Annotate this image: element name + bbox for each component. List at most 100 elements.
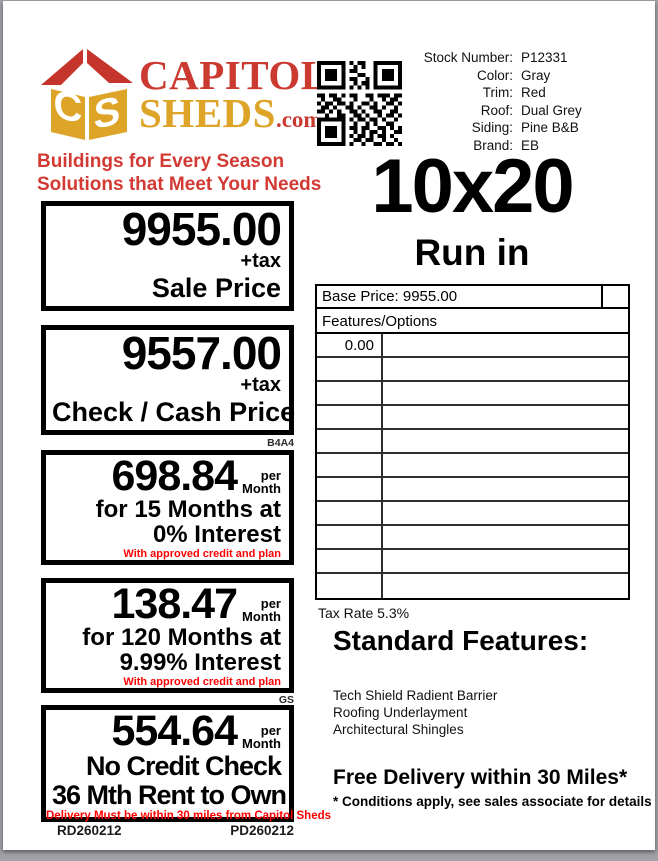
amount-cell	[317, 406, 383, 428]
free-delivery-headline: Free Delivery within 30 Miles*	[333, 766, 628, 789]
description-cell	[383, 430, 628, 452]
table-row	[317, 406, 628, 430]
description-cell	[383, 478, 628, 500]
per-month-label: per Month	[242, 457, 281, 495]
stock-label: Brand:	[473, 137, 513, 153]
stock-label: Trim:	[482, 85, 513, 100]
no-credit-check-label: No Credit Check	[85, 750, 282, 781]
description-cell	[383, 382, 628, 404]
svg-text:S: S	[94, 87, 121, 138]
finance-15mo-box: 698.84 per Month for 15 Months at 0% Int…	[41, 450, 294, 565]
credit-disclaimer: With approved credit and plan	[123, 676, 281, 689]
description-cell	[383, 454, 628, 476]
description-cell	[383, 574, 628, 598]
delivery-disclaimer: Delivery Must be within 30 miles from Ca…	[46, 809, 332, 822]
capitol-sheds-shed-icon: C S	[41, 49, 133, 140]
stock-row: Roof: Dual Grey	[401, 102, 631, 120]
feature-item: Roofing Underlayment	[333, 705, 468, 720]
amount-cell	[317, 574, 383, 598]
month-label: Month	[242, 736, 281, 751]
stock-row: Brand: EB	[401, 137, 631, 155]
finance-120mo-interest: 9.99% Interest	[119, 649, 281, 677]
code-rd260212: RD260212	[57, 823, 122, 838]
amount-cell	[317, 358, 383, 380]
stock-label: Color:	[476, 67, 513, 83]
rent-to-own-codes: RD260212 PD260212	[41, 823, 294, 838]
stock-value: Gray	[521, 67, 551, 83]
svg-text:C: C	[54, 80, 83, 132]
amount-cell	[317, 478, 383, 500]
tax-rate-note: Tax Rate 5.3%	[318, 605, 410, 621]
code-pd260212: PD260212	[230, 823, 294, 838]
description-cell	[383, 334, 628, 356]
model-name: Run in	[414, 232, 530, 273]
finance-120mo-amount: 138.47	[111, 580, 238, 628]
table-row	[317, 550, 628, 574]
amount-cell	[317, 502, 383, 524]
description-cell	[383, 502, 628, 524]
stock-value: Red	[521, 85, 546, 100]
amount-cell	[317, 430, 383, 452]
per-label: per	[260, 723, 281, 738]
credit-disclaimer: With approved credit and plan	[123, 548, 281, 561]
tagline-line2: Solutions that Meet Your Needs	[37, 173, 322, 195]
finance-15mo-amount: 698.84	[111, 452, 238, 500]
rent-to-own-amount: 554.64	[111, 707, 238, 755]
stock-label: Stock Number:	[423, 50, 513, 65]
feature-item: Architectural Shingles	[333, 722, 464, 737]
stock-value: P12331	[521, 50, 568, 65]
features-header-row: Features/Options	[317, 309, 628, 334]
brand-name-capitol: CAPITOL	[139, 52, 329, 98]
table-row	[317, 358, 628, 382]
standard-features-list: Tech Shield Radient Barrier Roofing Unde…	[333, 687, 497, 738]
amount-cell	[317, 550, 383, 572]
brand-name-sheds: SHEDS	[139, 89, 276, 136]
table-row: 0.00	[317, 334, 628, 358]
table-row	[317, 382, 628, 406]
code-gs: GS	[278, 694, 294, 706]
stock-label: Roof:	[480, 102, 513, 118]
rent-to-own-terms: 36 Mth Rent to Own	[52, 779, 287, 810]
month-label: Month	[242, 609, 281, 624]
table-row	[317, 502, 628, 526]
stock-label: Siding:	[471, 120, 513, 135]
feature-item: Tech Shield Radient Barrier	[333, 688, 498, 703]
stock-row: Color: Gray	[401, 67, 631, 85]
finance-120mo-terms: for 120 Months at	[82, 623, 281, 651]
rent-to-own-box: 554.64 per Month No Credit Check 36 Mth …	[41, 705, 332, 822]
amount-cell: 0.00	[317, 334, 383, 356]
amount-cell	[317, 454, 383, 476]
brand-tagline: Buildings for Every Season Solutions tha…	[37, 151, 329, 197]
code-b4a4: B4A4	[267, 437, 294, 449]
finance-15mo-terms: for 15 Months at	[95, 495, 281, 523]
base-price-label: Base Price: 9955.00	[322, 288, 458, 305]
per-label: per	[260, 596, 281, 611]
stock-row: Siding: Pine B&B	[401, 119, 631, 137]
delivery-conditions: * Conditions apply, see sales associate …	[333, 794, 652, 809]
amount-cell	[317, 526, 383, 548]
stock-row: Stock Number: P12331	[401, 49, 631, 67]
per-month-label: per Month	[242, 585, 281, 623]
table-row	[317, 478, 628, 502]
stock-row: Trim: Red	[401, 84, 631, 102]
finance-15mo-interest: 0% Interest	[152, 521, 281, 549]
standard-features-heading: Standard Features:	[333, 625, 589, 656]
sale-price-amount: 9955.00	[121, 203, 282, 255]
per-label: per	[260, 468, 281, 483]
table-row	[317, 454, 628, 478]
description-cell	[383, 526, 628, 548]
finance-120mo-box: 138.47 per Month for 120 Months at 9.99%…	[41, 578, 294, 693]
description-cell	[383, 550, 628, 572]
stock-value: Dual Grey	[521, 102, 582, 118]
logo-block: C S CAPITOL SHEDS .com Buildings for Eve…	[37, 39, 329, 197]
stock-info: Stock Number: P12331 Color: Gray Trim: Red …	[401, 49, 631, 154]
check-cash-label: Check / Cash Price	[52, 397, 296, 428]
tagline-line1: Buildings for Every Season	[37, 151, 285, 172]
check-cash-amount: 9557.00	[121, 327, 282, 379]
month-label: Month	[242, 481, 281, 496]
table-row	[317, 430, 628, 454]
pricing-table: Base Price: 9955.00 Features/Options 0.0…	[315, 284, 630, 600]
per-month-label: per Month	[242, 712, 281, 750]
stock-value: EB	[521, 137, 540, 153]
sale-price-label: Sale Price	[151, 273, 281, 304]
